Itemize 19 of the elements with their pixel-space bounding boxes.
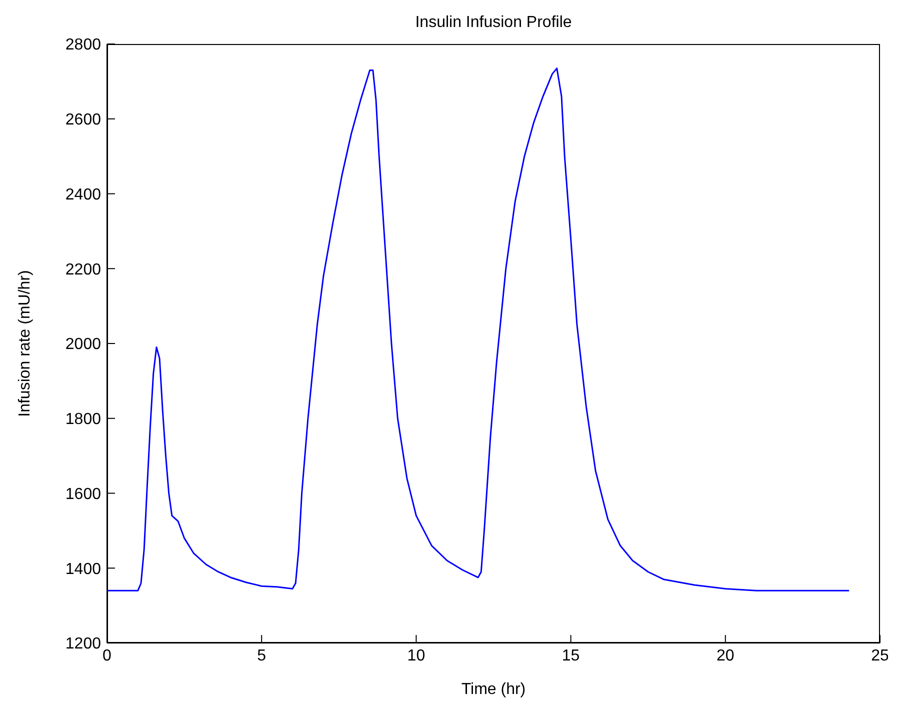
chart-title: Insulin Infusion Profile — [414, 14, 573, 32]
y-tick-label: 2200 — [65, 261, 102, 278]
x-tick-label: 10 — [407, 647, 426, 664]
y-tick-label: 2600 — [65, 112, 102, 129]
x-tick-label: 5 — [257, 647, 266, 664]
y-tick-label: 2800 — [65, 36, 102, 54]
x-tick-label: 25 — [871, 647, 889, 664]
y-tick-label: 1200 — [65, 636, 102, 653]
x-tick-label: 15 — [562, 647, 580, 664]
line-series — [107, 68, 850, 592]
y-tick-label: 1400 — [65, 560, 102, 578]
y-tick-label: 2000 — [65, 336, 102, 354]
y-tick-label: 1800 — [65, 411, 102, 428]
y-axis-title: Infusion rate (mU/hr) — [16, 270, 34, 417]
x-tick-label: 20 — [716, 647, 734, 664]
y-tick-label: 1600 — [65, 486, 102, 503]
x-axis-title: Time (hr) — [461, 681, 526, 698]
x-tick-label: 0 — [102, 647, 112, 664]
y-tick-label: 2400 — [65, 186, 102, 204]
